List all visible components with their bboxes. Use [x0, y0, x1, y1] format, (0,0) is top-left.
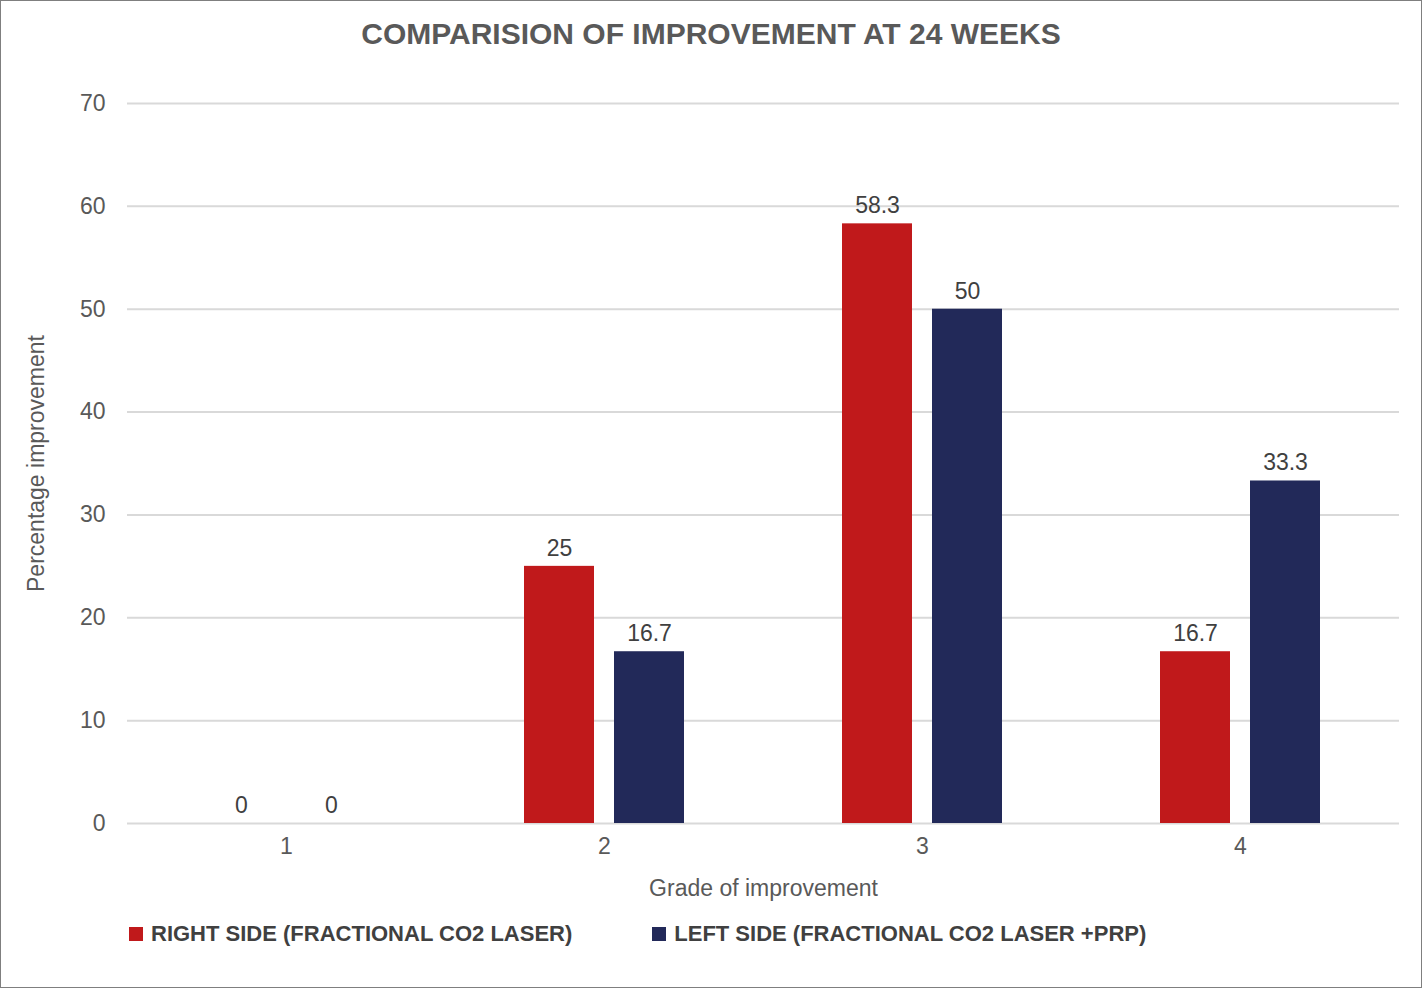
- svg-text:60: 60: [80, 193, 106, 219]
- svg-text:58.3: 58.3: [855, 192, 900, 218]
- svg-text:25: 25: [547, 535, 573, 561]
- svg-text:0: 0: [93, 810, 106, 836]
- svg-text:1: 1: [280, 833, 293, 859]
- svg-text:30: 30: [80, 501, 106, 527]
- html-text:RIGHT SIDE (FRACTIONAL CO2 LAS: RIGHT SIDE (FRACTIONAL CO2 LASER): [151, 921, 573, 946]
- svg-text:16.7: 16.7: [627, 620, 672, 646]
- svg-text:Grade of improvement: Grade of improvement: [649, 875, 878, 901]
- svg-text:4: 4: [1234, 833, 1247, 859]
- svg-text:2: 2: [598, 833, 611, 859]
- svg-text:33.3: 33.3: [1263, 449, 1308, 475]
- svg-text:50: 50: [955, 278, 981, 304]
- svg-text:0: 0: [325, 792, 338, 818]
- svg-text:20: 20: [80, 604, 106, 630]
- html-text:LEFT SIDE (FRACTIONAL CO2 LASE: LEFT SIDE (FRACTIONAL CO2 LASER +PRP): [674, 921, 1147, 946]
- svg-text:Percentage improvement: Percentage improvement: [23, 334, 49, 592]
- svg-text:10: 10: [80, 707, 106, 733]
- svg-text:0: 0: [235, 792, 248, 818]
- svg-text:3: 3: [916, 833, 929, 859]
- svg-text:70: 70: [80, 90, 106, 116]
- svg-text:16.7: 16.7: [1173, 620, 1218, 646]
- html-text:COMPARISION OF IMPROVEMENT AT: COMPARISION OF IMPROVEMENT AT 24 WEEKS: [361, 17, 1061, 50]
- svg-text:50: 50: [80, 296, 106, 322]
- svg-text:40: 40: [80, 398, 106, 424]
